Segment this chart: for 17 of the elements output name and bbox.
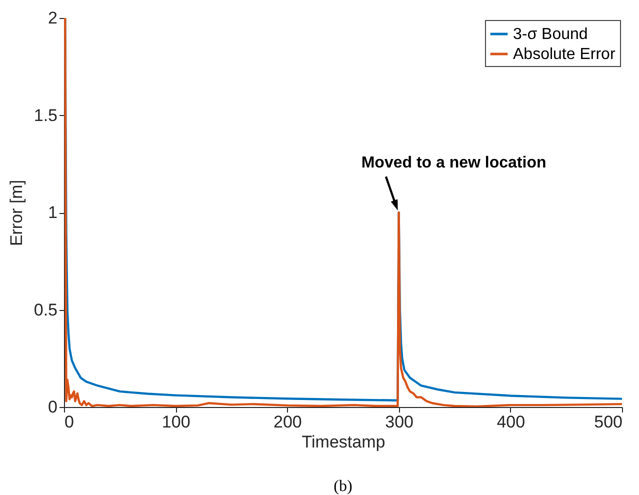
legend-label: 3-σ Bound bbox=[513, 26, 588, 43]
x-tick-label: 0 bbox=[64, 412, 74, 432]
y-tick-label: 1 bbox=[48, 203, 58, 222]
x-tick-label: 200 bbox=[274, 412, 302, 432]
annotation: Moved to a new location bbox=[361, 154, 546, 172]
legend-label: Absolute Error bbox=[513, 46, 616, 63]
text: (b) bbox=[334, 478, 352, 495]
x-tick-label: 400 bbox=[496, 412, 526, 432]
x-tick-label: 300 bbox=[385, 412, 414, 432]
y-tick-label: 1.5 bbox=[34, 106, 58, 125]
x-axis-title: Timestamp bbox=[302, 432, 386, 452]
y-axis-title: Error [m] bbox=[6, 180, 26, 246]
y-tick-label: 0 bbox=[48, 398, 58, 416]
y-tick-label: 2 bbox=[48, 8, 58, 28]
y-tick-label: 0.5 bbox=[34, 300, 58, 320]
x-tick-label: 500 bbox=[594, 412, 622, 432]
x-tick-label: 100 bbox=[162, 412, 190, 432]
